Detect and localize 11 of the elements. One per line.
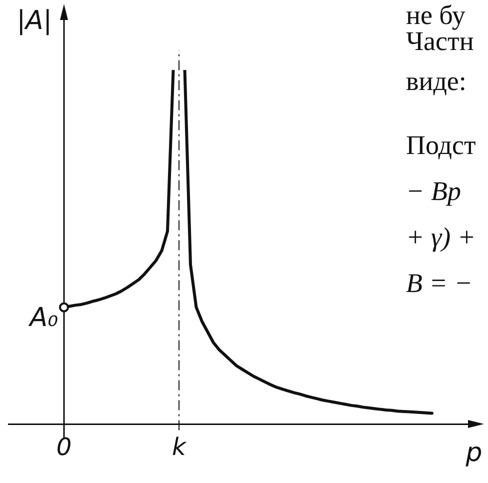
x-tick-label: k: [172, 432, 188, 461]
x-tick-label: 0: [56, 432, 72, 461]
annotation: A₀: [28, 303, 59, 334]
annotation: Подст: [406, 130, 476, 160]
annotation: − Bp: [406, 176, 461, 206]
y-axis-title: |A|: [16, 6, 52, 36]
annotation: B = −: [406, 268, 472, 298]
text: не бу: [406, 0, 466, 30]
annotation: виде:: [406, 66, 466, 96]
annotation: + γ) +: [406, 222, 476, 252]
x-axis-title: p: [464, 438, 482, 468]
